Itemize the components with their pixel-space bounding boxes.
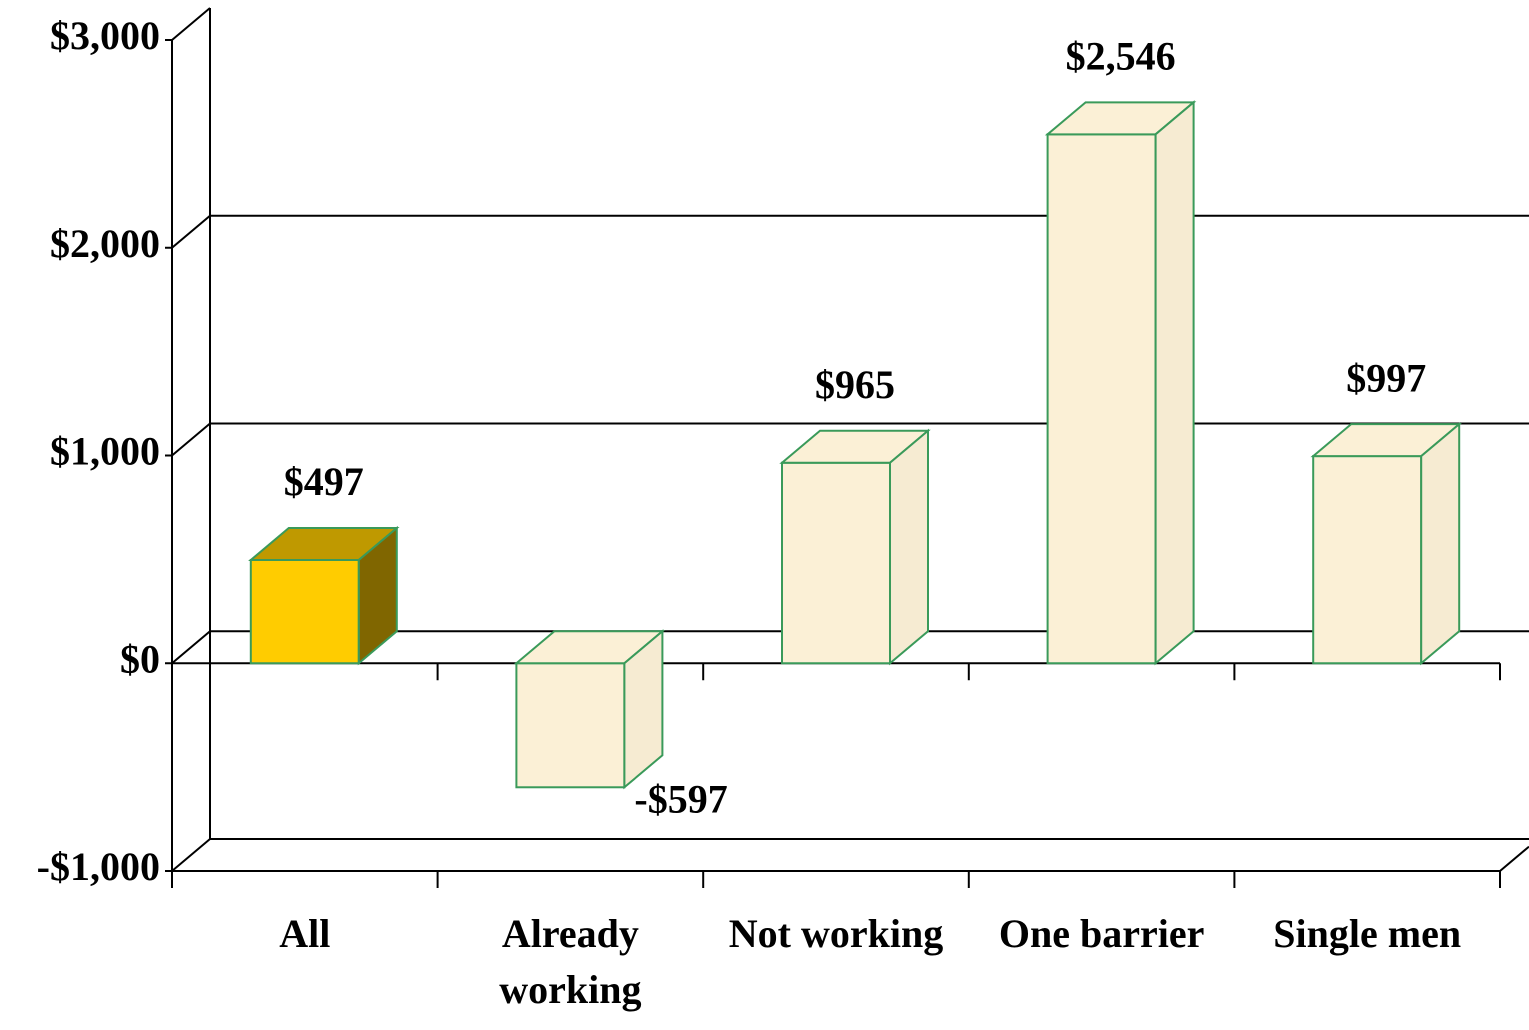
grid-diagonal <box>171 630 211 665</box>
value-label: -$597 <box>634 776 727 821</box>
bar-side <box>1420 421 1461 666</box>
y-tick-label: $1,000 <box>50 429 160 474</box>
bar-front <box>515 662 626 789</box>
grid-diagonal <box>171 214 211 249</box>
grid-diagonal <box>171 7 211 41</box>
y-tick-label: $3,000 <box>50 13 160 58</box>
grid-diagonal <box>171 838 211 872</box>
value-label: $997 <box>1346 355 1426 400</box>
bar-front <box>249 558 360 665</box>
value-label: $2,546 <box>1066 33 1176 78</box>
bar-front <box>1312 455 1423 665</box>
grid-diagonal <box>171 422 211 457</box>
y-tick-label: $2,000 <box>50 221 160 266</box>
bar-front <box>781 461 891 665</box>
value-label: $497 <box>284 459 364 504</box>
bar-front <box>1046 133 1157 665</box>
bottom-right-edge <box>1499 845 1529 872</box>
x-tick-label: Single men <box>1273 911 1462 956</box>
bar-side <box>889 428 929 666</box>
x-tick-label: Not working <box>728 911 944 956</box>
bar-side <box>623 629 664 790</box>
x-tick-label: All <box>279 911 331 956</box>
x-tick-label: Already working <box>499 911 642 1012</box>
bar-side <box>1154 100 1195 666</box>
value-label: $965 <box>815 362 895 407</box>
bar-side <box>357 525 398 666</box>
y-tick-label: -$1,000 <box>37 844 160 889</box>
x-tick-label: One barrier <box>998 911 1205 956</box>
y-tick-label: $0 <box>120 636 160 681</box>
